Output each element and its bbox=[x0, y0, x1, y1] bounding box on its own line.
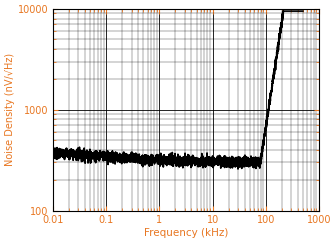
X-axis label: Frequency (kHz): Frequency (kHz) bbox=[144, 228, 228, 238]
Y-axis label: Noise Density (nV/√Hz): Noise Density (nV/√Hz) bbox=[5, 53, 15, 166]
